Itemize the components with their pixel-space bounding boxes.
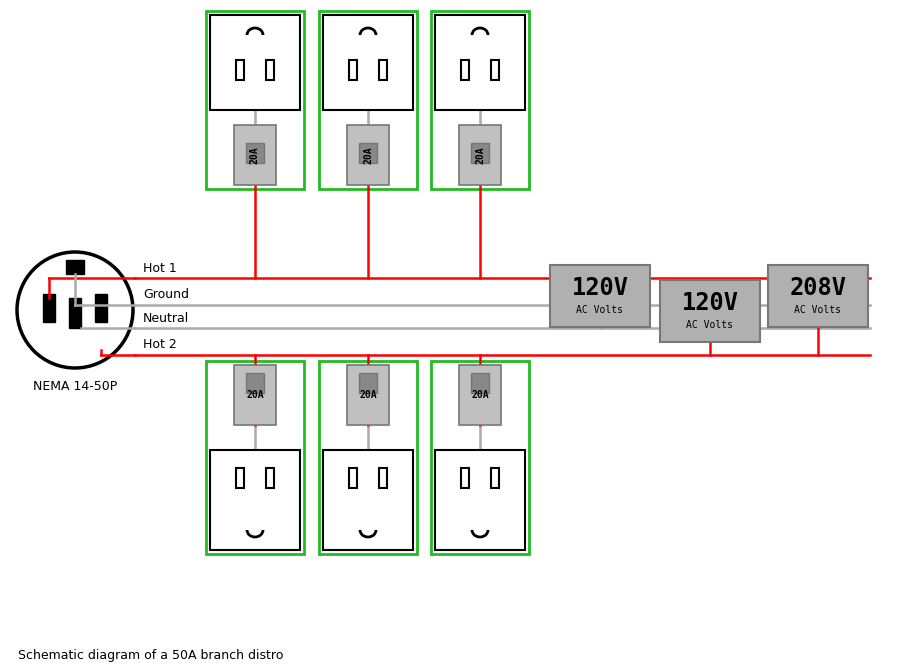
Bar <box>323 15 413 110</box>
Text: 20A: 20A <box>359 390 377 400</box>
Bar <box>359 143 377 163</box>
Bar <box>349 60 357 80</box>
Bar <box>435 15 525 110</box>
Text: 20A: 20A <box>475 146 485 163</box>
Bar <box>236 60 244 80</box>
Circle shape <box>17 252 133 368</box>
Text: Neutral: Neutral <box>143 312 189 324</box>
Bar <box>319 11 417 189</box>
Bar <box>431 11 529 189</box>
Bar <box>550 265 650 327</box>
Bar <box>491 60 499 80</box>
Bar <box>768 265 868 327</box>
Text: 20A: 20A <box>472 390 489 400</box>
Bar <box>459 125 501 185</box>
Bar <box>210 15 300 110</box>
Text: 20A: 20A <box>247 390 264 400</box>
Bar <box>379 468 387 488</box>
Text: Hot 1: Hot 1 <box>143 261 176 275</box>
Text: Ground: Ground <box>143 289 189 302</box>
Bar <box>359 373 377 393</box>
Bar <box>266 60 274 80</box>
Bar <box>266 468 274 488</box>
Text: 120V: 120V <box>681 291 739 315</box>
Text: AC Volts: AC Volts <box>795 305 842 315</box>
Bar <box>319 361 417 554</box>
Text: AC Volts: AC Volts <box>577 305 624 315</box>
Bar <box>461 468 469 488</box>
Bar <box>431 361 529 554</box>
Bar <box>69 298 81 328</box>
Bar <box>461 60 469 80</box>
Bar <box>379 60 387 80</box>
Bar <box>660 280 760 342</box>
Bar <box>43 294 55 322</box>
Bar <box>246 143 264 163</box>
Text: Schematic diagram of a 50A branch distro: Schematic diagram of a 50A branch distro <box>18 649 284 661</box>
Bar <box>234 365 276 425</box>
Bar <box>435 450 525 550</box>
Text: 120V: 120V <box>572 276 628 300</box>
Text: 208V: 208V <box>789 276 847 300</box>
Text: 20A: 20A <box>363 146 373 163</box>
Bar <box>236 468 244 488</box>
Bar <box>246 373 264 393</box>
Bar <box>66 260 84 274</box>
Bar <box>206 11 304 189</box>
Text: Hot 2: Hot 2 <box>143 338 176 352</box>
Bar <box>349 468 357 488</box>
Bar <box>347 125 389 185</box>
Bar <box>234 125 276 185</box>
Text: NEMA 14-50P: NEMA 14-50P <box>33 379 117 393</box>
Bar <box>95 294 107 322</box>
Bar <box>471 373 489 393</box>
Text: 20A: 20A <box>250 146 260 163</box>
Bar <box>206 361 304 554</box>
Bar <box>347 365 389 425</box>
Bar <box>491 468 499 488</box>
Bar <box>459 365 501 425</box>
Text: AC Volts: AC Volts <box>687 320 734 330</box>
Bar <box>323 450 413 550</box>
Bar <box>210 450 300 550</box>
Bar <box>471 143 489 163</box>
